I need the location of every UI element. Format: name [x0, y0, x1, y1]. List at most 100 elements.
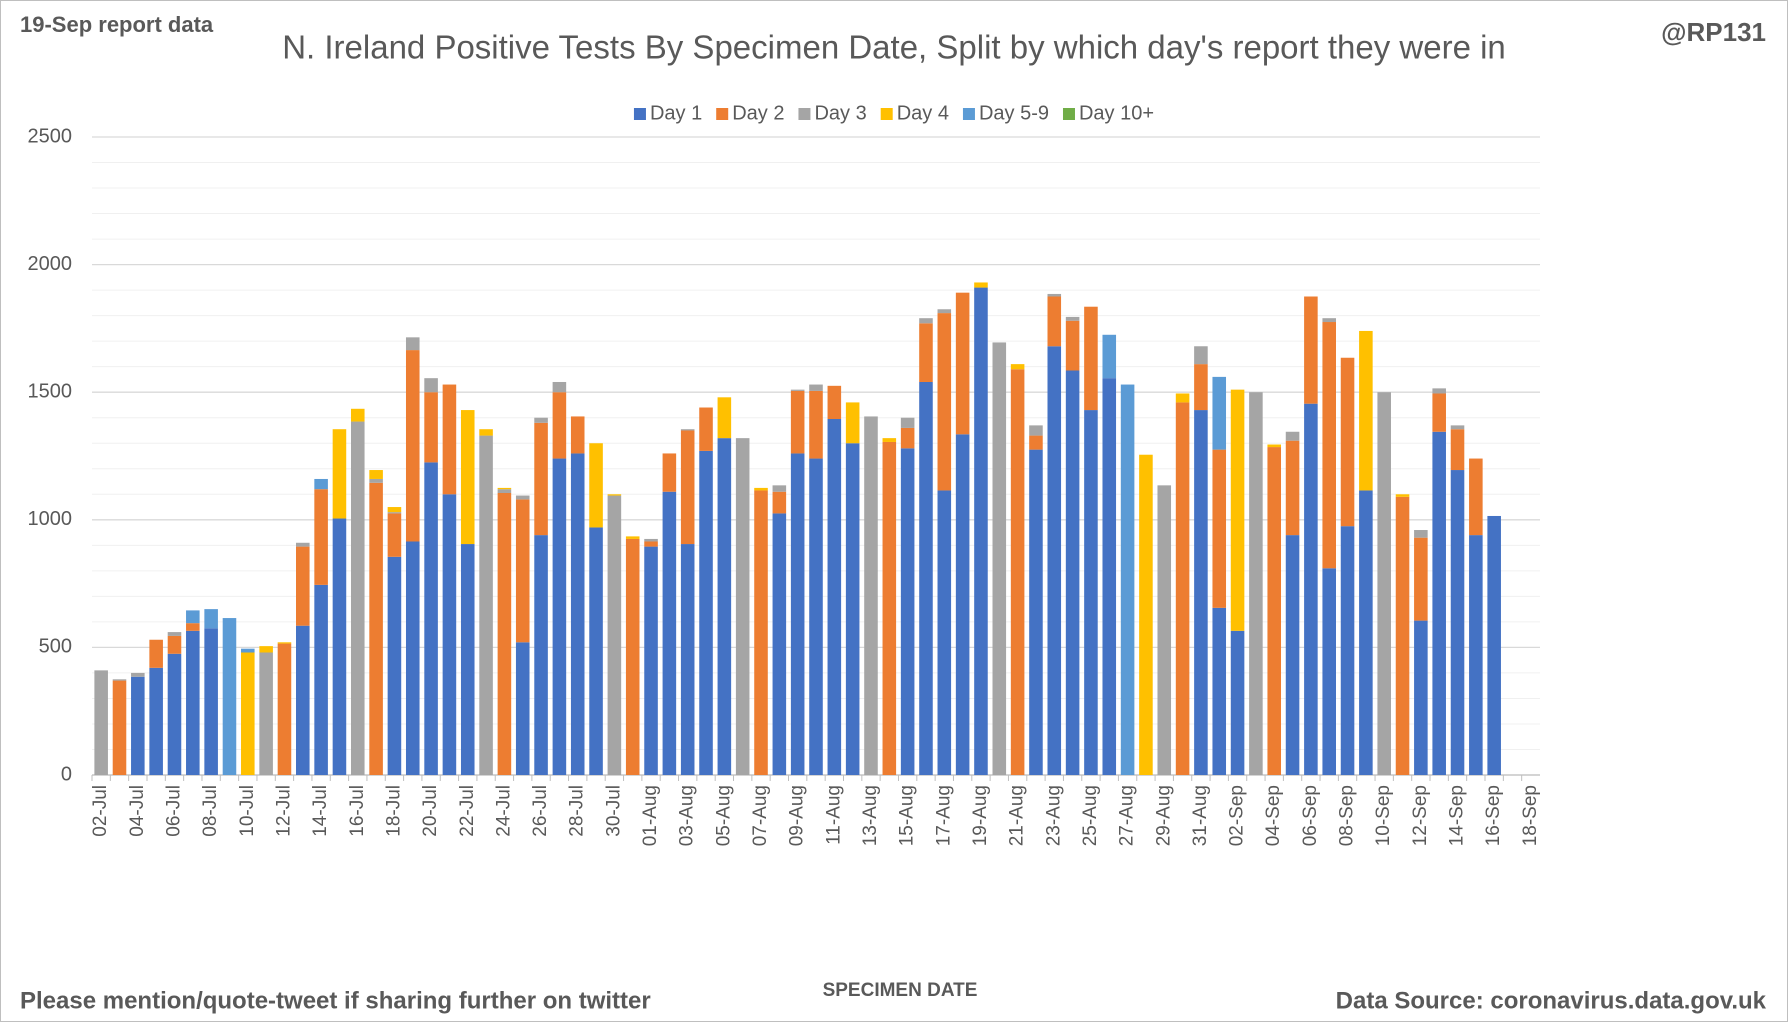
- bar-segment: [919, 323, 933, 382]
- bar-segment: [1432, 393, 1446, 432]
- legend-label: Day 4: [897, 102, 949, 124]
- x-tick-label: 13-Aug: [860, 785, 881, 846]
- x-tick-label: 10-Sep: [1373, 785, 1394, 846]
- bar-segment: [369, 478, 383, 483]
- x-tick-label: 15-Aug: [897, 785, 918, 846]
- bar-segment: [919, 381, 933, 775]
- legend-swatch: [962, 108, 975, 120]
- chart-title: N. Ireland Positive Tests By Specimen Da…: [282, 29, 1506, 66]
- legend-label: Day 2: [732, 102, 784, 124]
- bar-segment: [259, 652, 273, 775]
- bar-segment: [1359, 490, 1373, 775]
- x-tick-label: 14-Jul: [310, 785, 331, 837]
- bar-segment: [1047, 293, 1062, 297]
- bar-segment: [717, 397, 732, 439]
- x-tick-label: 09-Aug: [787, 785, 808, 846]
- bar-segment: [644, 541, 658, 547]
- bar-segment: [680, 430, 695, 545]
- x-tick-label: 07-Aug: [750, 785, 771, 846]
- bar-segment: [1377, 392, 1391, 775]
- x-tick-label: 18-Sep: [1520, 785, 1541, 846]
- bar-segment: [1395, 494, 1410, 497]
- bar-segment: [1304, 296, 1318, 404]
- bar-segment: [534, 535, 548, 775]
- bar-segment: [1395, 496, 1410, 775]
- bar-segment: [112, 680, 127, 775]
- bar-segment: [1469, 458, 1483, 536]
- legend-swatch: [1062, 108, 1075, 120]
- bar-segment: [790, 390, 805, 454]
- bar-segment: [1230, 630, 1245, 775]
- x-tick-label: 23-Aug: [1043, 785, 1064, 846]
- bar-segment: [680, 544, 695, 775]
- bars: [94, 282, 1501, 775]
- bar-segment: [1120, 384, 1135, 775]
- bar-segment: [497, 489, 512, 494]
- bar-segment: [186, 630, 200, 775]
- bar-segment: [1469, 535, 1483, 775]
- x-axis-label: SPECIMEN DATE: [823, 980, 978, 1001]
- bar-segment: [387, 556, 402, 775]
- bar-segment: [1414, 537, 1428, 621]
- bar-segment: [241, 648, 255, 653]
- bar-segment: [974, 282, 988, 288]
- bar-segment: [900, 448, 915, 775]
- bar-segment: [1194, 410, 1208, 775]
- bar-segment: [534, 422, 548, 536]
- bar-segment: [1450, 470, 1465, 775]
- bar-segment: [1267, 444, 1282, 448]
- bar-segment: [680, 429, 695, 431]
- bar-segment: [937, 309, 952, 314]
- x-tick-label: 02-Jul: [90, 785, 111, 837]
- bar-segment: [644, 546, 658, 775]
- x-tick-label: 16-Jul: [347, 785, 368, 837]
- bar-segment: [442, 494, 457, 775]
- bar-segment: [625, 536, 640, 539]
- bar-segment: [937, 490, 952, 775]
- bar-segment: [644, 538, 658, 542]
- bar-segment: [1212, 607, 1227, 775]
- bar-segment: [955, 434, 970, 775]
- bar-segment: [589, 443, 603, 528]
- bar-segment: [1175, 402, 1190, 775]
- bar-segment: [919, 318, 933, 324]
- bar-segment: [332, 429, 347, 519]
- bar-segment: [350, 408, 365, 422]
- bar-segment: [460, 410, 475, 545]
- bar-segment: [387, 513, 402, 557]
- bar-segment: [167, 653, 182, 775]
- footer-left: Please mention/quote-tweet if sharing fu…: [20, 987, 651, 1014]
- bar-segment: [900, 427, 915, 449]
- bar-segment: [259, 646, 273, 653]
- x-tick-label: 26-Jul: [530, 785, 551, 837]
- footer-right: Data Source: coronavirus.data.gov.uk: [1336, 987, 1767, 1014]
- bar-segment: [515, 499, 530, 643]
- bar-segment: [350, 421, 365, 775]
- x-tick-label: 28-Jul: [567, 785, 588, 837]
- bar-segment: [314, 478, 328, 490]
- x-tick-label: 19-Aug: [970, 785, 991, 846]
- bar-segment: [515, 495, 530, 500]
- x-tick-label: 30-Jul: [603, 785, 624, 837]
- bar-segment: [1487, 515, 1501, 775]
- legend-swatch: [716, 108, 729, 120]
- bar-segment: [1010, 369, 1025, 775]
- bar-segment: [479, 435, 493, 775]
- x-tick-label: 10-Jul: [237, 785, 258, 837]
- bar-segment: [900, 417, 915, 428]
- bar-segment: [1084, 306, 1098, 411]
- bar-segment: [1359, 330, 1373, 491]
- legend-swatch: [798, 108, 811, 120]
- report-note: 19-Sep report data: [20, 12, 214, 37]
- bar-segment: [717, 438, 732, 775]
- x-tick-label: 12-Sep: [1410, 785, 1431, 846]
- bar-segment: [570, 416, 585, 454]
- legend: Day 1 Day 2 Day 3 Day 4 Day 5-9 Day 10+: [633, 102, 1154, 124]
- bar-segment: [625, 538, 640, 775]
- bar-segment: [662, 453, 677, 492]
- bar-segment: [186, 623, 200, 631]
- bar-segment: [131, 676, 145, 775]
- x-tick-label: 16-Sep: [1483, 785, 1504, 846]
- bar-segment: [827, 418, 842, 775]
- bar-segment: [424, 462, 438, 775]
